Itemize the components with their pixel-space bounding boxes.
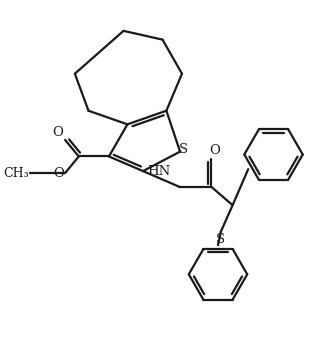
Text: O: O	[52, 126, 63, 139]
Text: S: S	[180, 143, 188, 156]
Text: CH₃: CH₃	[3, 166, 29, 179]
Text: O: O	[210, 144, 220, 157]
Text: O: O	[53, 166, 64, 179]
Text: HN: HN	[148, 165, 171, 178]
Text: S: S	[216, 233, 225, 246]
